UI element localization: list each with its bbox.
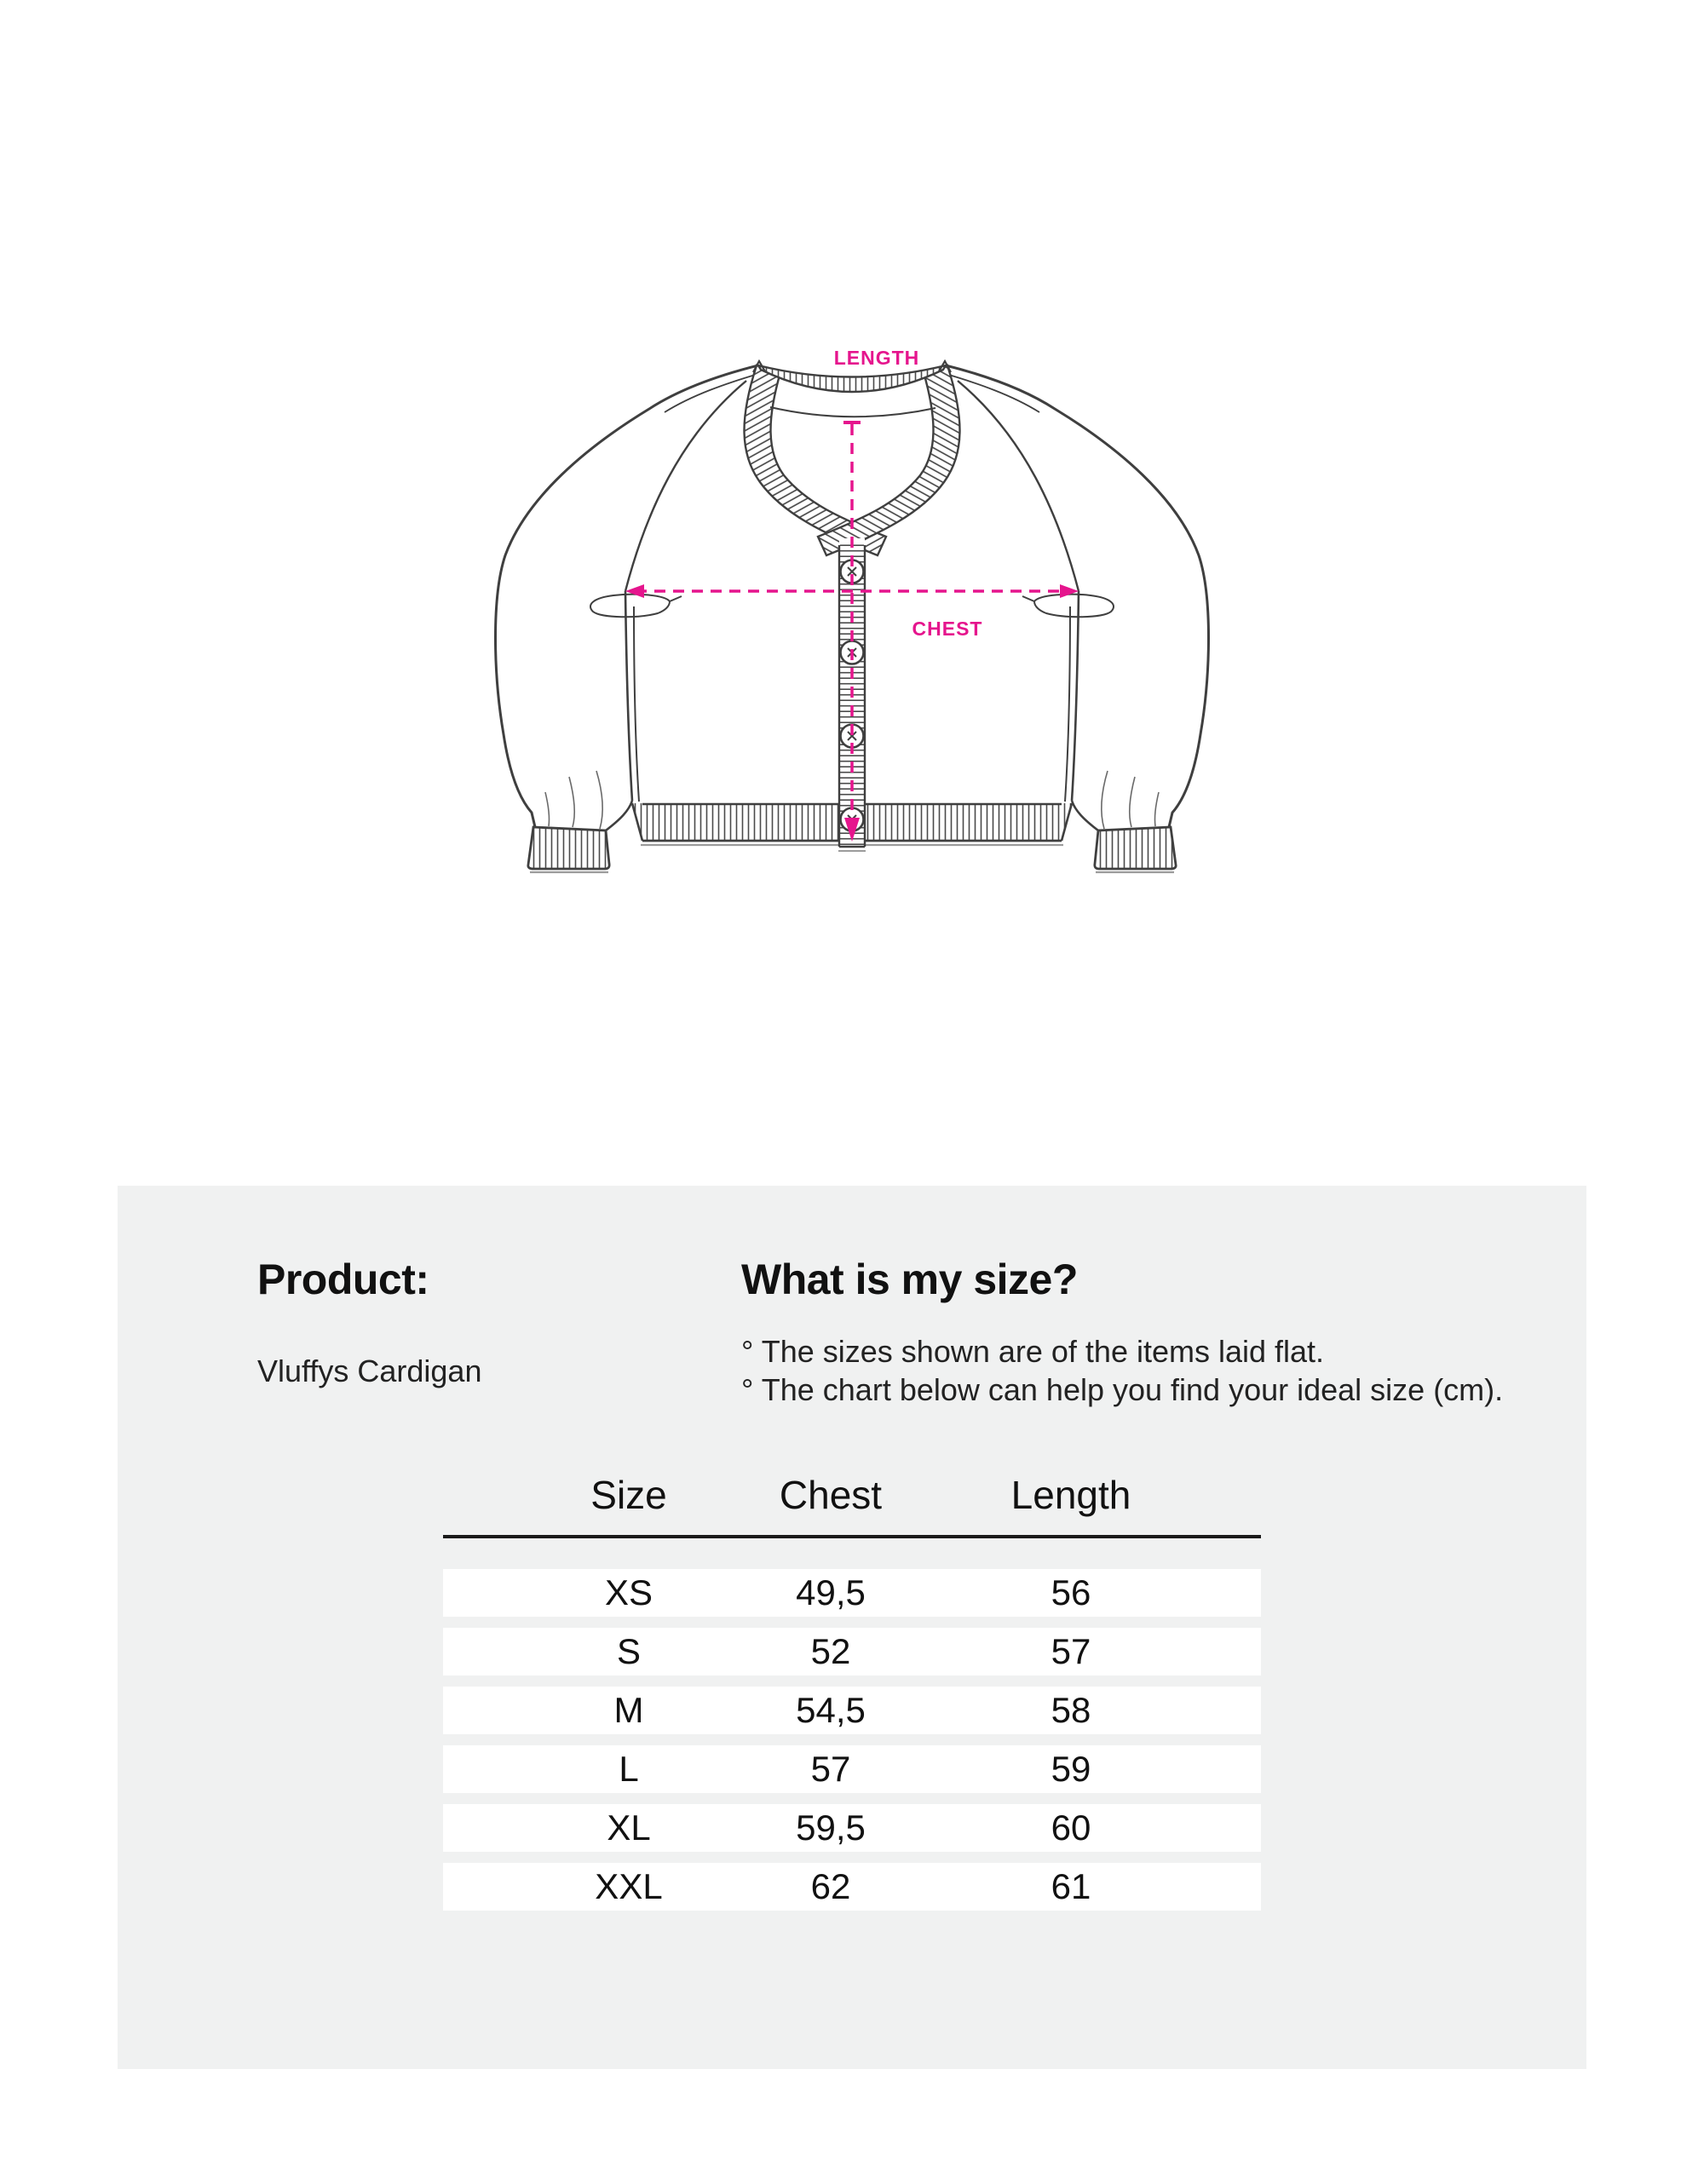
table-row: XL 59,5 60 [443,1804,1261,1852]
cell-chest: 57 [810,1749,851,1789]
column-header-length: Length [1010,1473,1131,1517]
cell-size: XS [604,1572,653,1612]
column-header-size: Size [590,1473,667,1517]
cell-chest: 52 [810,1631,851,1671]
cell-size: XL [607,1808,651,1848]
product-name: Vluffys Cardigan [257,1354,482,1388]
header-rule [443,1535,1261,1538]
table-row: M 54,5 58 [443,1687,1261,1734]
cell-chest: 54,5 [796,1690,866,1730]
length-arrowhead-icon [844,818,860,842]
table-row: XXL 62 61 [443,1863,1261,1911]
size-notes: ° The sizes shown are of the items laid … [741,1332,1503,1409]
size-info-panel: Product: Vluffys Cardigan What is my siz… [118,1186,1586,2069]
table-row: L 57 59 [443,1745,1261,1793]
table-row: S 52 57 [443,1628,1261,1675]
v-neck-ribbing [743,364,961,557]
note-line: ° The sizes shown are of the items laid … [741,1334,1325,1369]
cardigan-line-art: LENGTH CHEST [494,347,1210,874]
chest-arrowhead-right-icon [1060,584,1079,598]
cell-length: 59 [1051,1749,1091,1789]
length-label: LENGTH [834,347,920,369]
cell-size: M [613,1690,644,1730]
cell-length: 57 [1051,1631,1091,1671]
neckband-ribbing [752,359,952,418]
cell-size: XXL [595,1866,663,1906]
cell-chest: 59,5 [796,1808,866,1848]
product-heading: Product: [257,1256,429,1303]
note-line: ° The chart below can help you find your… [741,1372,1504,1407]
cell-chest: 62 [810,1866,851,1906]
cell-size: S [616,1631,642,1671]
right-sleeve [942,364,1210,874]
left-sleeve [494,364,762,874]
size-table: Size Chest Length XS 49,5 56 S 52 57 M 5… [443,1473,1261,1911]
size-question-heading: What is my size? [741,1256,1078,1303]
column-header-chest: Chest [779,1473,883,1517]
cell-size: L [619,1749,639,1789]
table-row: XS 49,5 56 [443,1569,1261,1617]
chest-label: CHEST [912,618,983,640]
cell-chest: 49,5 [796,1572,866,1612]
chest-arrowhead-left-icon [625,584,644,598]
cell-length: 56 [1051,1572,1091,1612]
cell-length: 61 [1051,1866,1091,1906]
cell-length: 58 [1051,1690,1091,1730]
cardigan-diagram: LENGTH CHEST [486,335,1218,905]
cell-length: 60 [1051,1808,1091,1848]
measurement-annotations: LENGTH CHEST [625,347,1079,842]
